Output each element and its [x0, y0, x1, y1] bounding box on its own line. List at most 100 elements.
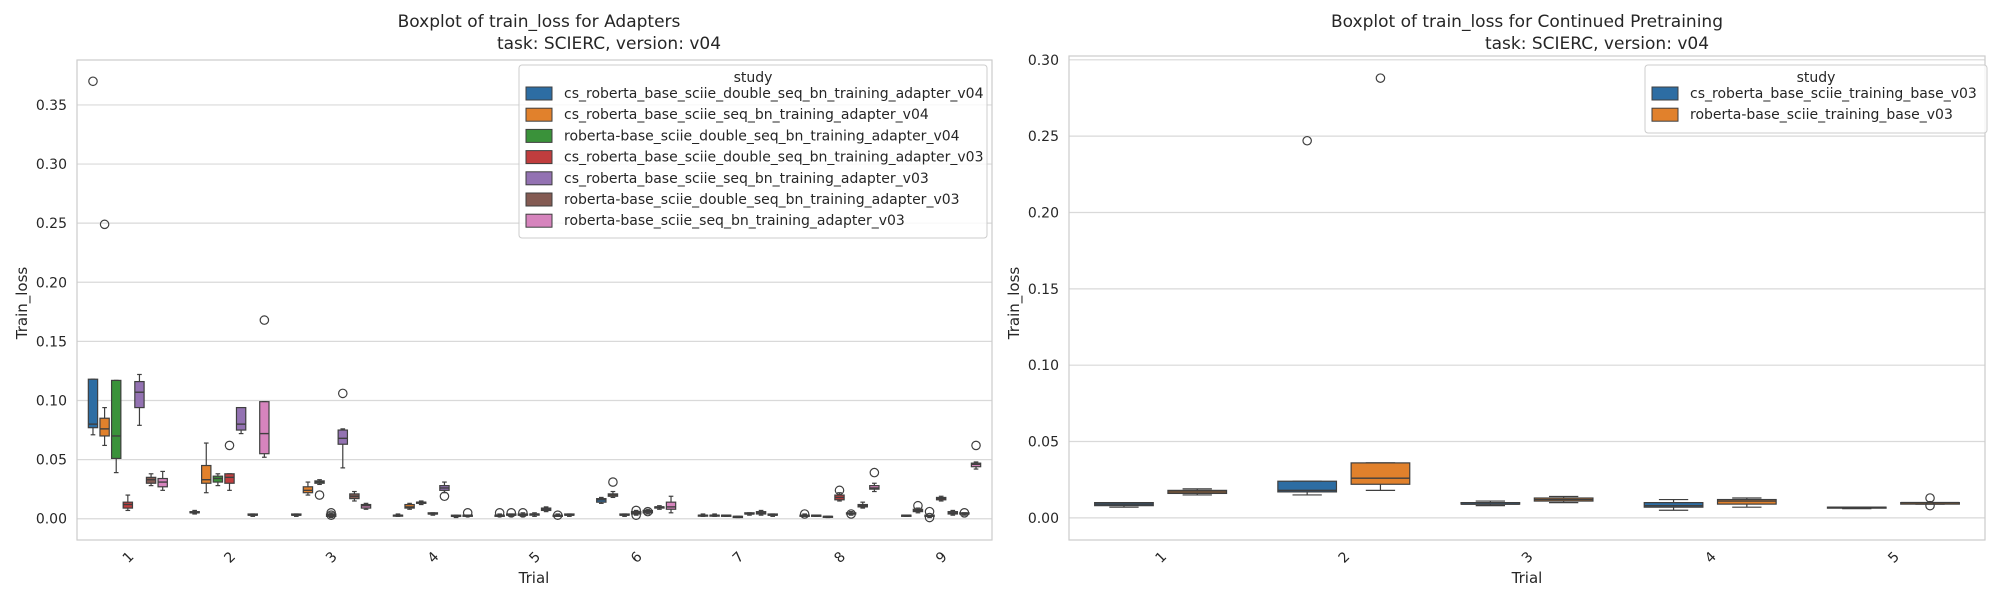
x-tick-label: 8: [831, 549, 849, 567]
x-tick-label: 9: [933, 549, 951, 567]
box-2-3: [224, 440, 235, 491]
box-9-2: [924, 506, 935, 523]
box-outlier: [224, 440, 235, 451]
box-outlier: [869, 467, 880, 478]
box-5-2: [517, 508, 529, 518]
box-outlier: [1925, 500, 1935, 511]
y-tick-label: 0.10: [36, 393, 67, 409]
box-4-0: [392, 513, 404, 517]
legend-label: roberta-base_sciie_double_seq_bn_trainin…: [564, 128, 960, 144]
box-body: [1350, 462, 1411, 485]
box-2-0: [1277, 135, 1338, 496]
x-tick-label: 4: [1702, 549, 1720, 567]
box-body: [1643, 501, 1704, 508]
box-body: [134, 380, 145, 409]
box-7-5: [755, 509, 767, 516]
y-tick-label: 0.30: [1028, 53, 1059, 69]
box-body: [224, 473, 235, 484]
box-2-4: [235, 406, 247, 435]
legend-swatch: [525, 128, 553, 143]
box-3-1: [302, 481, 314, 496]
legend-label: cs_roberta_base_sciie_training_base_v03: [1690, 86, 1977, 102]
box-3-1: [1533, 495, 1594, 504]
box-body: [99, 417, 110, 437]
box-7-3: [732, 515, 744, 519]
box-outlier: [1375, 73, 1386, 83]
box-6-0: [596, 496, 607, 504]
box-7-0: [697, 513, 709, 517]
x-tick-label: 2: [1336, 549, 1354, 567]
box-1-6: [157, 470, 168, 491]
box-9-3: [935, 495, 947, 502]
box-1-0: [1094, 501, 1154, 508]
x-tick-label: 3: [323, 549, 341, 567]
x-tick-label: 7: [730, 549, 748, 567]
box-2-5: [247, 513, 258, 517]
box-3-6: [360, 502, 372, 510]
x-tick-label: 1: [120, 549, 138, 567]
box-body: [110, 379, 122, 460]
box-5-0: [494, 508, 505, 518]
legend-frame: [1644, 64, 1988, 134]
box-7-1: [709, 513, 720, 517]
box-3-0: [1460, 500, 1521, 507]
box-8-4: [845, 509, 857, 519]
box-3-2: [314, 479, 325, 500]
box-8-3: [834, 485, 845, 502]
box-1-2: [110, 379, 122, 474]
box-body: [235, 406, 247, 431]
box-2-1: [201, 442, 212, 494]
x-tick-label: 2: [221, 549, 239, 567]
box-5-3: [529, 512, 540, 517]
box-outlier: [314, 490, 325, 500]
box-6-1: [607, 477, 619, 499]
box-outlier: [518, 508, 528, 518]
box-body: [1716, 498, 1777, 505]
box-1-4: [134, 373, 145, 426]
y-tick-label: 0.20: [36, 275, 67, 291]
box-4-0: [1643, 498, 1704, 511]
box-body: [201, 464, 212, 484]
box-body: [259, 401, 270, 455]
box-6-6: [665, 495, 677, 514]
box-outlier: [1302, 135, 1312, 146]
box-9-0: [901, 514, 912, 517]
box-2-0: [189, 509, 200, 515]
box-6-3: [630, 505, 642, 520]
box-outlier: [326, 508, 336, 518]
x-tick-label: 4: [425, 549, 443, 567]
box-5-1: [506, 508, 517, 518]
y-tick-label: 0.05: [36, 453, 67, 469]
y-tick-label: 0.00: [36, 512, 67, 528]
legend-label: cs_roberta_base_sciie_seq_bn_training_ad…: [564, 171, 929, 187]
legend-title: study: [1797, 70, 1836, 86]
box-outlier: [326, 510, 336, 520]
legend-label: cs_roberta_base_sciie_double_seq_bn_trai…: [564, 150, 983, 166]
box-9-1: [912, 500, 924, 514]
legend-swatch: [1651, 86, 1679, 101]
box-8-5: [857, 501, 868, 509]
y-tick-label: 0.10: [1028, 358, 1059, 374]
y-tick-label: 0.30: [36, 157, 67, 173]
box-1-3: [122, 494, 134, 512]
x-tick-label: 3: [1519, 549, 1537, 567]
box-4-1: [404, 502, 415, 510]
legend-swatch: [525, 213, 553, 228]
box-5-6: [564, 513, 575, 517]
box-outlier: [631, 505, 641, 516]
box-6-5: [654, 505, 665, 510]
box-5-1: [1900, 493, 1960, 511]
box-1-5: [145, 473, 157, 487]
box-outlier: [799, 509, 810, 519]
box-4-5: [450, 514, 462, 519]
legend-swatch: [525, 150, 553, 165]
y-tick-label: 0.35: [36, 98, 67, 114]
box-3-5: [349, 490, 360, 502]
box-6-4: [642, 506, 654, 517]
box-outlier: [642, 506, 653, 517]
legend-label: cs_roberta_base_sciie_seq_bn_training_ad…: [564, 107, 929, 123]
box-5-4: [540, 506, 552, 513]
x-tick-label: 1: [1152, 549, 1170, 567]
y-tick-label: 0.00: [1028, 511, 1059, 527]
box-7-6: [767, 513, 778, 517]
